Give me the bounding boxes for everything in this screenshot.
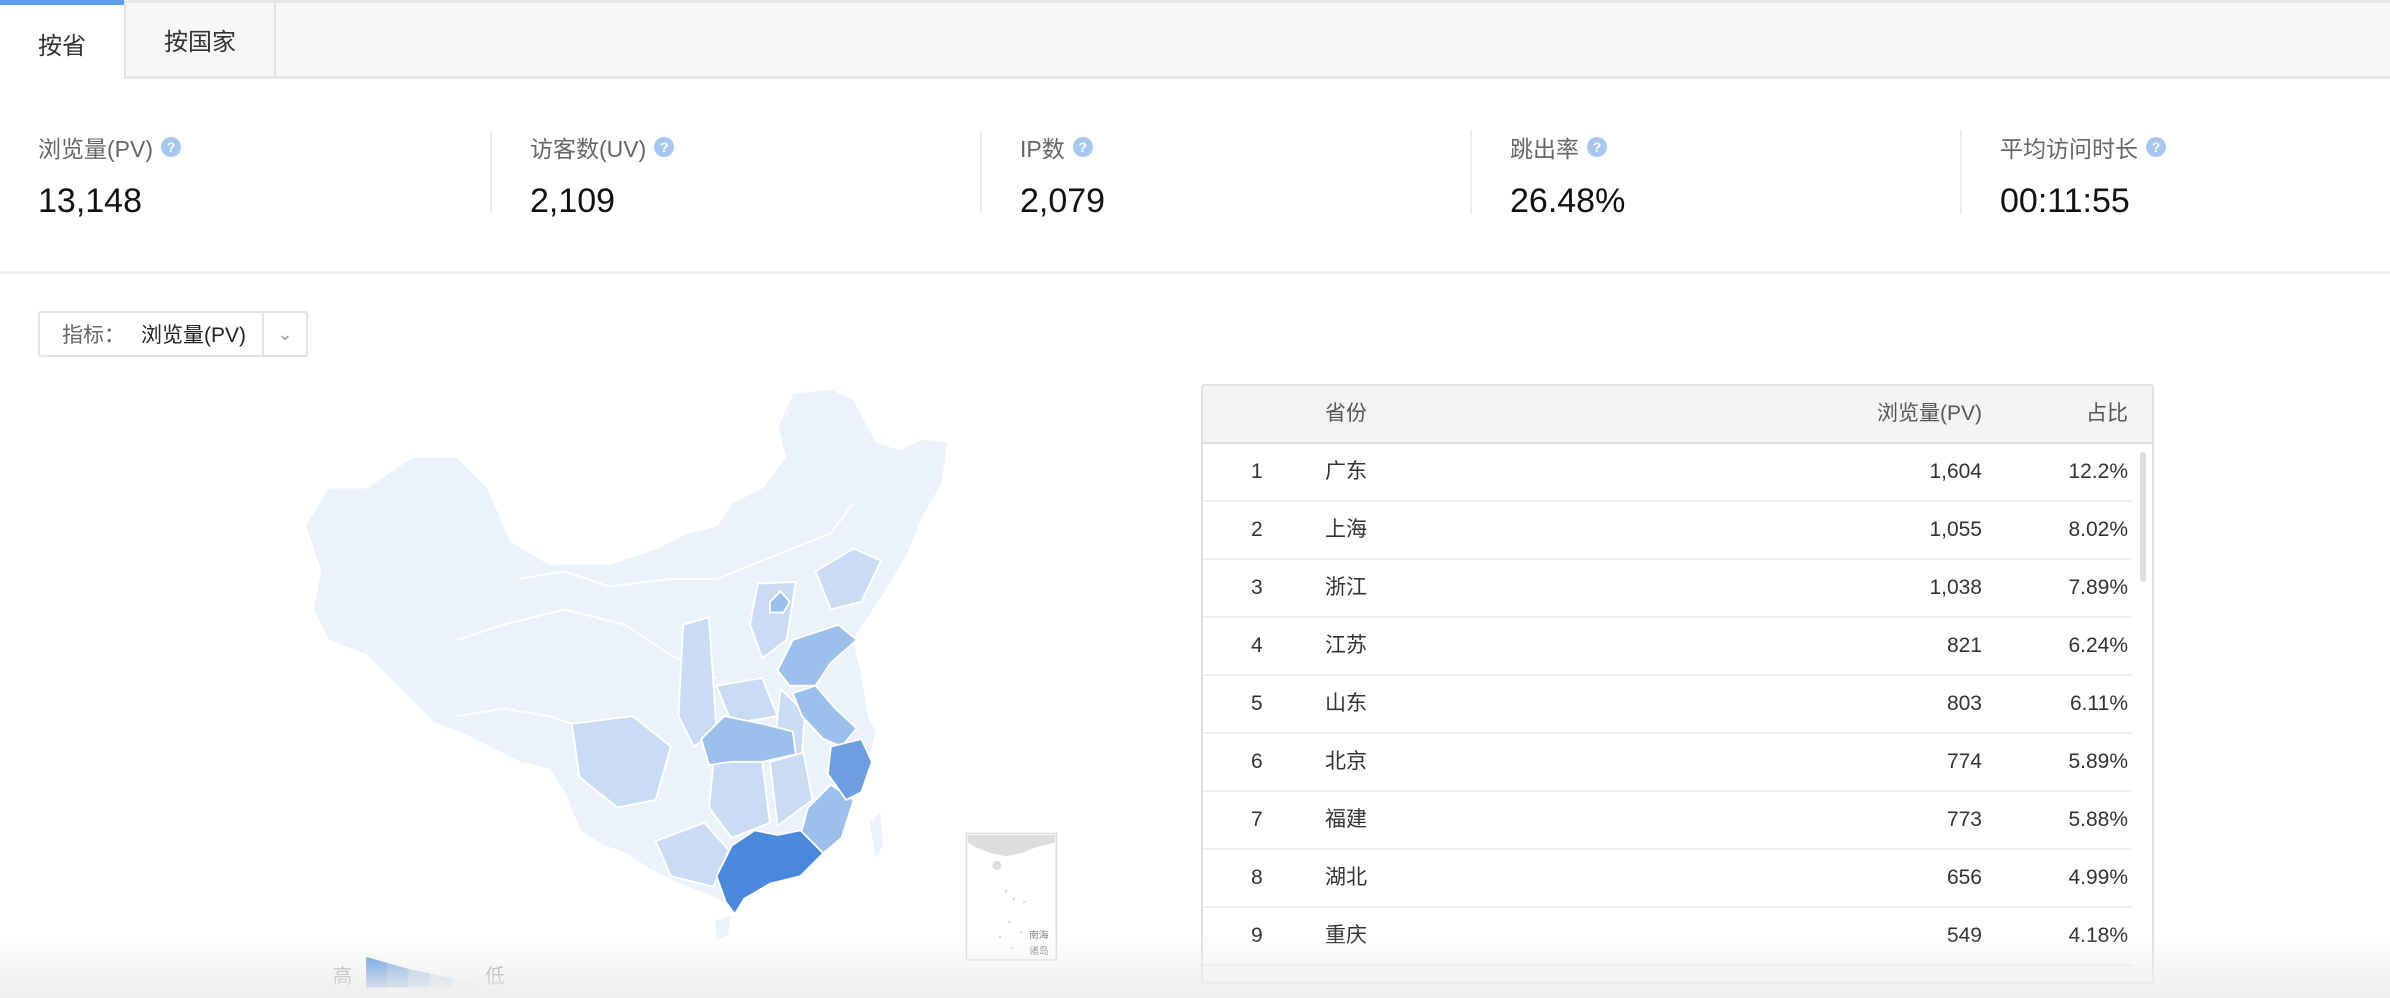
rank-cell: 6 [1251, 750, 1263, 773]
stat-label: 浏览量(PV) [38, 136, 153, 162]
legend-low-label: 低 [485, 966, 505, 988]
map-province-beijing[interactable] [768, 590, 791, 614]
table-row[interactable]: 4 江苏 821 6.24% [1203, 618, 2132, 676]
stat-pv: 浏览量(PV)? 13,148 [0, 130, 490, 220]
ratio-cell: 4.99% [2068, 866, 2128, 889]
south-china-sea-inset: 南海 诸岛 [965, 832, 1058, 961]
map-province-zhejiang[interactable] [826, 738, 873, 801]
metric-select-label: 指标： [62, 324, 125, 347]
header-province[interactable]: 省份 [1325, 402, 1367, 425]
table-row[interactable]: 2 上海 1,055 8.02% [1203, 502, 2132, 560]
province-cell: 上海 [1325, 518, 1367, 541]
pv-cell: 549 [1946, 924, 1982, 947]
pv-cell: 1,038 [1929, 576, 1982, 599]
tab-bar: 按省 按国家 [0, 0, 2390, 82]
header-pv[interactable]: 浏览量(PV) [1877, 402, 1982, 425]
table-row[interactable]: 9 重庆 549 4.18% [1203, 908, 2132, 966]
table-row[interactable]: 5 山东 803 6.11% [1203, 676, 2132, 734]
stat-ip: IP数? 2,079 [980, 130, 1470, 220]
table-row[interactable]: 7 福建 773 5.88% [1203, 792, 2132, 850]
stat-value: 2,109 [530, 182, 616, 220]
help-icon[interactable]: ? [161, 137, 181, 157]
stat-label: IP数 [1020, 136, 1065, 162]
stats-summary: 浏览量(PV)? 13,148 访客数(UV)? 2,109 IP数? 2,07… [0, 82, 2390, 274]
stat-value: 00:11:55 [2000, 182, 2130, 220]
metric-select[interactable]: 指标： 浏览量(PV) ⌄ [38, 311, 308, 357]
rank-cell: 9 [1251, 924, 1263, 947]
inset-label: 诸岛 [1029, 944, 1049, 957]
province-cell: 山东 [1325, 692, 1367, 715]
pv-cell: 1,055 [1929, 518, 1982, 541]
map-province-hainan[interactable] [712, 913, 733, 943]
map-province-sichuan[interactable] [570, 715, 672, 809]
province-cell: 北京 [1325, 750, 1367, 773]
stat-value: 13,148 [38, 182, 142, 220]
map-province-shandong[interactable] [776, 623, 858, 687]
chevron-down-icon[interactable]: ⌄ [262, 313, 306, 355]
legend-high-label: 高 [333, 966, 353, 988]
table-row[interactable]: 8 湖北 656 4.99% [1203, 850, 2132, 908]
pv-cell: 1,604 [1929, 460, 1982, 483]
map-province-taiwan[interactable] [868, 809, 886, 862]
rank-cell: 3 [1251, 576, 1263, 599]
ratio-cell: 8.02% [2068, 518, 2128, 541]
province-cell: 重庆 [1325, 924, 1367, 947]
map-province-shaanxi[interactable] [677, 616, 718, 748]
ratio-cell: 7.89% [2068, 576, 2128, 599]
province-cell: 福建 [1325, 808, 1367, 831]
help-icon[interactable]: ? [1072, 137, 1093, 157]
stat-avg-duration: 平均访问时长? 00:11:55 [1960, 130, 2390, 220]
map-province-jiangsu[interactable] [791, 684, 858, 748]
ratio-cell: 6.11% [2070, 692, 2128, 715]
pv-cell: 821 [1946, 634, 1982, 657]
scrollbar[interactable] [2140, 452, 2146, 582]
help-icon[interactable]: ? [2146, 137, 2166, 157]
ratio-cell: 4.18% [2068, 924, 2128, 947]
map-province-hubei[interactable] [700, 715, 797, 766]
rank-cell: 8 [1251, 866, 1263, 889]
map-legend: 高 低 [333, 956, 505, 988]
stat-value: 2,079 [1020, 182, 1106, 220]
stat-uv: 访客数(UV)? 2,109 [490, 130, 980, 220]
rank-cell: 1 [1251, 460, 1263, 483]
rank-cell: 7 [1251, 808, 1263, 831]
tab-by-province[interactable]: 按省 [0, 0, 124, 82]
inset-label: 南海 [1029, 929, 1049, 942]
table-row[interactable]: 3 浙江 1,038 7.89% [1203, 560, 2132, 618]
province-cell: 江苏 [1325, 634, 1367, 657]
help-icon[interactable]: ? [654, 137, 675, 157]
stat-label: 访客数(UV) [530, 136, 647, 162]
map-region-base[interactable] [304, 387, 950, 908]
rank-cell: 4 [1251, 634, 1263, 657]
pv-cell: 773 [1946, 808, 1982, 831]
stat-label: 平均访问时长 [2000, 136, 2138, 162]
help-icon[interactable]: ? [1587, 137, 1607, 157]
rank-cell: 2 [1251, 518, 1263, 541]
tab-by-country[interactable]: 按国家 [124, 0, 276, 79]
ratio-cell: 12.2% [2068, 460, 2128, 483]
table-header: 省份 浏览量(PV) 占比 [1203, 386, 2152, 444]
province-cell: 湖北 [1325, 866, 1367, 889]
header-ratio[interactable]: 占比 [2086, 402, 2128, 425]
map-province-liaoning[interactable] [814, 547, 883, 611]
pv-cell: 656 [1946, 866, 1982, 889]
stat-value: 26.48% [1510, 182, 1626, 220]
province-cell: 广东 [1325, 460, 1367, 483]
province-cell: 浙江 [1325, 576, 1367, 599]
ratio-cell: 6.24% [2068, 634, 2128, 657]
ratio-cell: 5.89% [2068, 750, 2128, 773]
pv-cell: 774 [1946, 750, 1982, 773]
ratio-cell: 5.88% [2068, 808, 2128, 831]
pv-cell: 803 [1946, 692, 1982, 715]
table-row[interactable]: 6 北京 774 5.89% [1203, 734, 2132, 792]
stat-bounce-rate: 跳出率? 26.48% [1470, 130, 1960, 220]
stat-label: 跳出率 [1510, 136, 1579, 162]
province-table: 省份 浏览量(PV) 占比 1 广东 1,604 12.2% 2 上海 1,055 8.02%… [1201, 384, 2154, 984]
rank-cell: 5 [1251, 692, 1263, 715]
metric-select-value: 浏览量(PV) [141, 324, 246, 347]
map-province-guangdong[interactable] [715, 829, 825, 916]
table-row[interactable]: 1 广东 1,604 12.2% [1203, 444, 2132, 502]
